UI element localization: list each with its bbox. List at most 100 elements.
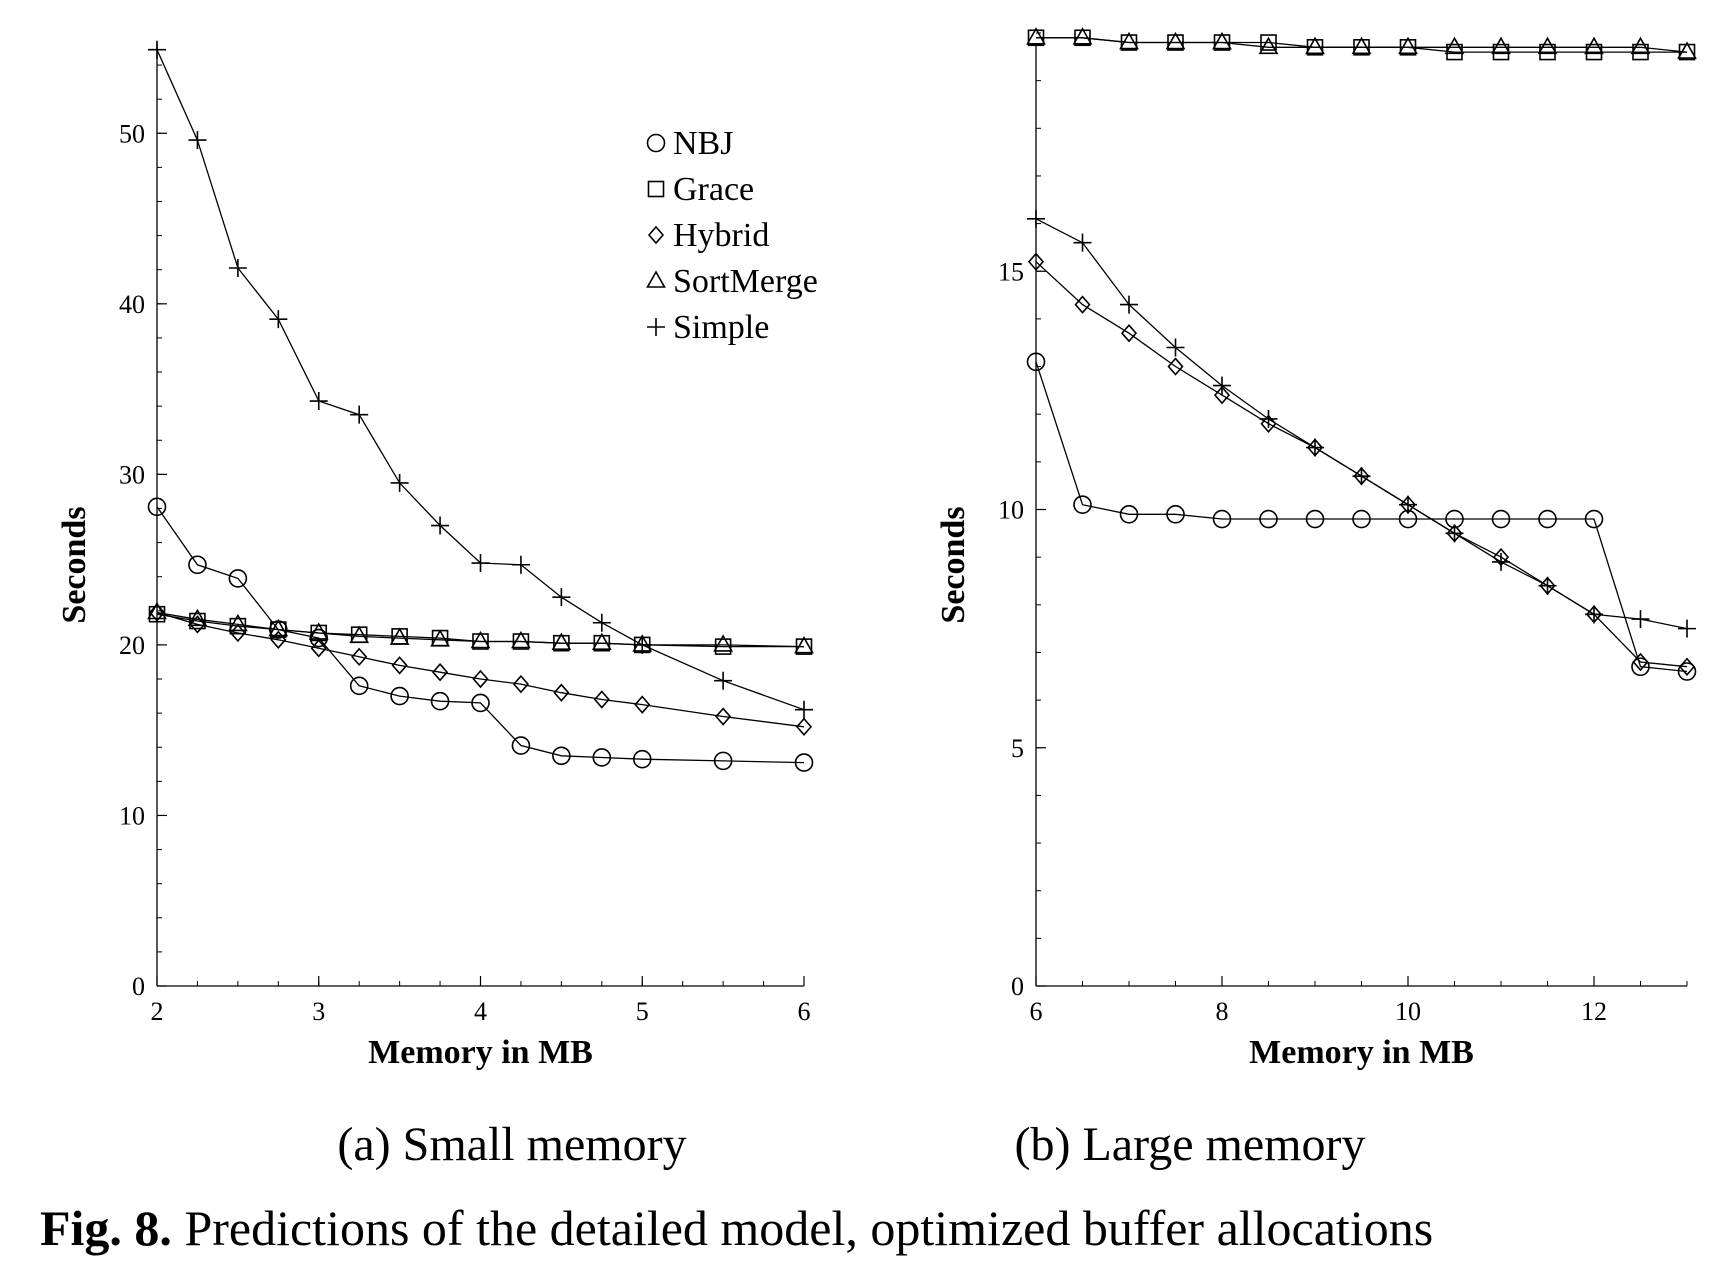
data-point-hybrid: [1213, 385, 1231, 405]
series-line-hybrid: [156, 611, 805, 728]
data-point-nbj: [1677, 662, 1697, 681]
figure-caption-text: Predictions of the detailed model, optim…: [184, 1200, 1433, 1256]
data-point-grace: [1260, 34, 1277, 51]
data-point-simple: [1120, 295, 1138, 314]
legend-marker-nbj: [646, 133, 666, 153]
y-tick-label: 0: [1011, 972, 1024, 1001]
legend-marker-simple: [647, 318, 665, 336]
data-point-hybrid: [391, 656, 408, 675]
data-point-nbj: [1491, 509, 1511, 529]
data-point-sortmerge: [1584, 36, 1604, 55]
x-tick-label: 3: [312, 997, 325, 1026]
data-point-hybrid: [1260, 414, 1277, 433]
series-line-simple: [1035, 218, 1688, 630]
data-point-sortmerge: [147, 601, 167, 620]
y-axis-title: Seconds: [935, 506, 972, 623]
data-point-nbj: [1631, 657, 1650, 677]
y-tick-label: 30: [119, 460, 145, 489]
y-tick-label: 15: [998, 257, 1024, 286]
data-point-simple: [1027, 209, 1045, 228]
series-line-hybrid: [1035, 261, 1688, 668]
series-line-sortmerge: [156, 611, 805, 648]
data-point-sortmerge: [794, 635, 814, 654]
x-tick-label: 8: [1216, 997, 1229, 1026]
x-tick-label: 6: [1030, 997, 1043, 1026]
data-point-simple: [1678, 619, 1696, 638]
data-point-hybrid: [189, 615, 206, 634]
x-tick-label: 12: [1581, 997, 1607, 1026]
data-point-hybrid: [472, 669, 489, 689]
data-point-hybrid: [1120, 323, 1138, 343]
data-point-sortmerge: [591, 632, 612, 651]
data-point-sortmerge: [1119, 31, 1139, 50]
legend-marker-grace: [647, 180, 665, 198]
data-point-simple: [1213, 376, 1231, 395]
legend-item-grace: Grace: [647, 171, 754, 208]
chart-large-memory: 6 8 10 12 0 5 10 15 Memory in MB Seconds: [935, 27, 1697, 1071]
data-point-hybrid: [148, 603, 166, 622]
data-point-nbj: [471, 693, 490, 713]
data-point-hybrid: [351, 647, 368, 667]
data-point-nbj: [390, 686, 409, 706]
data-point-hybrid: [634, 695, 651, 714]
data-point-sortmerge: [389, 627, 410, 645]
data-point-sortmerge: [1351, 36, 1372, 55]
legend-label: Hybrid: [673, 217, 769, 254]
data-point-simple: [1306, 438, 1324, 457]
data-point-simple: [269, 310, 288, 329]
data-point-sortmerge: [430, 629, 450, 647]
data-point-hybrid: [593, 690, 610, 709]
data-point-hybrid: [715, 707, 732, 726]
series-line-nbj: [156, 506, 805, 764]
data-point-hybrid: [795, 717, 813, 736]
data-point-sortmerge: [1398, 36, 1418, 55]
data-point-simple: [350, 405, 369, 424]
data-point-hybrid: [512, 674, 530, 694]
data-point-sortmerge: [511, 630, 531, 649]
data-point-simple: [471, 554, 490, 573]
series-line-sortmerge: [1036, 37, 1688, 53]
series-simple: [1027, 209, 1696, 638]
data-point-nbj: [1352, 509, 1371, 529]
data-point-sortmerge: [1444, 36, 1465, 55]
legend-item-simple: Simple: [647, 309, 769, 346]
data-point-sortmerge: [713, 634, 733, 652]
y-axis-title: Seconds: [56, 506, 93, 623]
data-point-simple: [714, 671, 733, 690]
data-point-nbj: [228, 569, 248, 588]
data-point-simple: [1166, 338, 1185, 357]
y-tick-label: 50: [119, 119, 145, 148]
data-point-hybrid: [1074, 295, 1091, 314]
series-sortmerge: [1026, 27, 1697, 59]
data-point-sortmerge: [1212, 31, 1232, 50]
legend-item-hybrid: Hybrid: [647, 217, 769, 254]
chart-small-memory: 2 3 4 5 6 0 10 20 30 40 50 Memory in MB Seconds NBJ Gr…: [56, 40, 818, 1071]
series-nbj: [147, 497, 814, 772]
data-point-sortmerge: [308, 622, 329, 640]
data-point-sortmerge: [349, 625, 370, 644]
legend-label: NBJ: [673, 125, 733, 162]
data-point-nbj: [1584, 509, 1604, 529]
x-tick-label: 6: [798, 997, 811, 1026]
y-tick-label: 10: [998, 496, 1024, 525]
data-point-nbj: [713, 751, 733, 771]
data-point-nbj: [794, 753, 814, 772]
data-point-sortmerge: [1677, 41, 1697, 59]
series-hybrid: [148, 603, 813, 736]
figure-caption: Fig. 8. Predictions of the detailed mode…: [40, 1200, 1433, 1256]
data-point-sortmerge: [1630, 36, 1651, 55]
data-point-nbj: [592, 748, 612, 767]
data-point-nbj: [511, 736, 531, 755]
legend-item-nbj: NBJ: [646, 125, 733, 162]
legend-label: Simple: [673, 309, 769, 346]
data-point-simple: [633, 635, 652, 654]
data-point-sortmerge: [1537, 36, 1558, 55]
legend-marker-sortmerge: [646, 270, 666, 288]
y-tick-label: 0: [132, 972, 145, 1001]
data-point-sortmerge: [1258, 36, 1279, 55]
data-point-simple: [1585, 605, 1603, 624]
data-point-nbj: [349, 676, 369, 696]
legend-item-sortmerge: SortMerge: [646, 263, 818, 300]
subcaption-small-memory: (a) Small memory: [337, 1118, 686, 1171]
data-point-simple: [309, 392, 328, 411]
